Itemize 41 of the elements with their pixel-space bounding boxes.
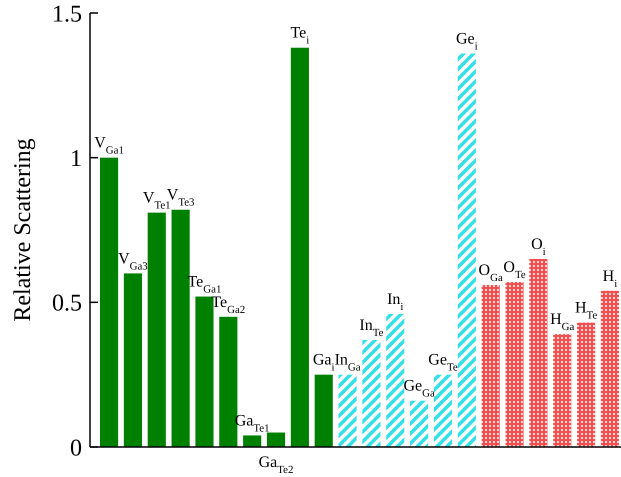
y-tick-label: 0: [70, 435, 82, 462]
x-tick-label: H$_{Te}$: [574, 300, 598, 322]
x-tick-label: In$_{i}$: [387, 290, 404, 313]
y-tick-label: 1.5: [52, 1, 82, 28]
x-tick-label: O$_{Ga}$: [478, 262, 503, 284]
bar: [243, 435, 262, 447]
y-axis-title: Relative Scattering: [10, 138, 36, 322]
bar: [458, 54, 476, 447]
bar: [124, 273, 142, 447]
x-tick-label: H$_{Ga}$: [550, 311, 575, 334]
x-tick-label: Ga$_{Te2}$: [258, 454, 294, 476]
bar: [314, 374, 333, 447]
bar: [553, 334, 572, 447]
x-tick-label: V$_{Ga1}$: [94, 134, 124, 157]
x-tick-label: O$_{i}$: [531, 236, 546, 258]
x-tick-label: Ga$_{i}$: [312, 352, 335, 374]
bar: [100, 158, 118, 447]
x-tick-label: O$_{Te}$: [503, 259, 526, 282]
y-tick-label: 1: [70, 146, 82, 172]
x-tick-label: Te$_{i}$: [290, 24, 310, 47]
x-tick-label: In$_{Ga}$: [334, 352, 361, 374]
x-tick-label: V$_{Ga3}$: [118, 250, 148, 272]
bar: [482, 284, 500, 447]
x-tick-label: Ge$_{Ga}$: [403, 378, 435, 400]
x-tick-label: In$_{Te}$: [359, 316, 384, 339]
y-tick-label: 0.5: [52, 290, 82, 317]
x-tick-label: H$_{i}$: [602, 268, 618, 290]
bar: [362, 340, 380, 447]
bar: [600, 290, 619, 447]
bar: [434, 374, 452, 447]
bar: [529, 258, 548, 447]
bar: [148, 212, 166, 447]
bar: [410, 400, 428, 447]
bar: [577, 322, 596, 447]
bar: [505, 282, 524, 447]
x-tick-label: Ge$_{i}$: [456, 30, 478, 53]
bar: [290, 48, 309, 447]
bar: [338, 374, 357, 447]
x-tick-label: Ge$_{Te}$: [428, 352, 458, 374]
bar: [266, 432, 286, 447]
bar: [386, 314, 404, 447]
